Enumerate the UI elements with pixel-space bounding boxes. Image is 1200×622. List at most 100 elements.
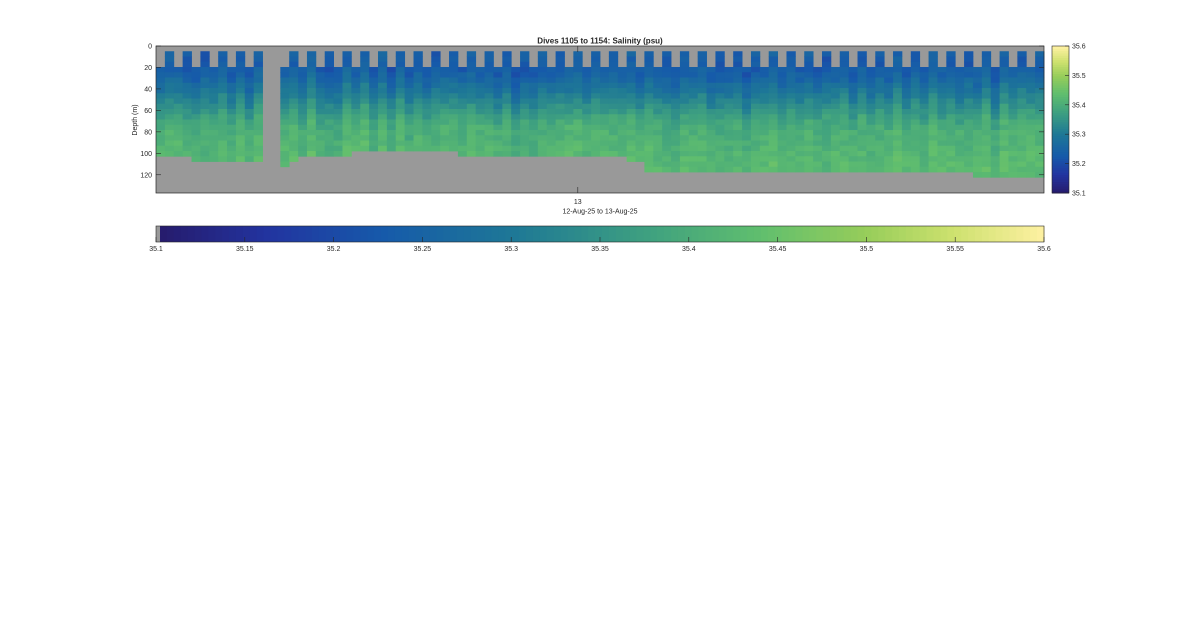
heatmap-cell — [910, 119, 921, 126]
heatmap-cell — [422, 109, 432, 115]
heatmap-cell — [484, 77, 494, 84]
heatmap-cell — [972, 77, 983, 84]
heatmap-cell — [999, 119, 1009, 126]
heatmap-cell — [635, 77, 645, 84]
heatmap-cell — [644, 61, 654, 68]
heatmap-cell — [555, 140, 565, 147]
heatmap-cell — [422, 93, 432, 99]
heatmap-cell — [156, 130, 166, 136]
heatmap-cell — [306, 114, 317, 120]
heatmap-cell — [395, 67, 406, 73]
heatmap-cell — [369, 98, 379, 105]
heatmap-cell — [182, 135, 192, 141]
heatmap-cell — [830, 135, 841, 141]
heatmap-cell — [528, 72, 539, 78]
heatmap-cell — [582, 67, 592, 73]
heatmap-cell — [440, 77, 450, 84]
heatmap-cell — [706, 72, 716, 78]
heatmap-cell — [662, 119, 672, 126]
heatmap-cell — [981, 88, 992, 94]
heatmap-cell — [662, 72, 672, 78]
heatmap-cell — [671, 156, 681, 162]
heatmap-cell — [200, 156, 210, 162]
heatmap-cell — [688, 67, 699, 73]
heatmap-cell — [901, 145, 912, 152]
heatmap-cell — [484, 109, 494, 115]
heatmap-cell — [759, 93, 770, 99]
heatmap-cell — [688, 88, 699, 94]
heatmap-cell — [724, 88, 734, 94]
heatmap-cell — [244, 88, 255, 94]
heatmap-cell — [679, 119, 690, 126]
heatmap-cell — [830, 72, 841, 78]
heatmap-cell — [164, 72, 175, 78]
colorbar-swatch — [1052, 101, 1069, 104]
heatmap-cell — [626, 82, 636, 89]
heatmap-cell — [644, 88, 654, 94]
heatmap-cell — [600, 151, 610, 157]
heatmap-cell — [644, 145, 654, 152]
heatmap-cell — [324, 140, 334, 147]
heatmap-cell — [742, 109, 752, 115]
heatmap-cell — [1026, 166, 1036, 173]
heatmap-cell — [706, 98, 716, 105]
heatmap-cell — [715, 145, 725, 152]
colorbar-swatch — [401, 226, 410, 242]
heatmap-cell — [298, 109, 308, 115]
heatmap-cell — [635, 114, 645, 120]
heatmap-cell — [706, 166, 716, 173]
heatmap-cell — [404, 114, 414, 120]
heatmap-cell — [582, 140, 592, 147]
heatmap-cell — [946, 135, 956, 141]
heatmap-cell — [573, 82, 583, 89]
heatmap-cell — [804, 98, 814, 105]
colorbar-swatch — [519, 226, 527, 242]
heatmap-cell — [777, 166, 787, 173]
heatmap-cell — [564, 140, 574, 147]
heatmap-cell — [697, 114, 707, 120]
colorbar-tick-label: 35.45 — [769, 246, 787, 253]
heatmap-cell — [493, 130, 503, 136]
heatmap-cell — [875, 98, 885, 105]
heatmap-cell — [1008, 161, 1018, 168]
heatmap-cell — [173, 109, 184, 115]
heatmap-cell — [431, 67, 441, 73]
heatmap-cell — [502, 135, 512, 141]
heatmap-cell — [901, 119, 912, 126]
heatmap-cell — [1026, 72, 1036, 78]
heatmap-cell — [600, 119, 610, 126]
heatmap-cell — [839, 161, 850, 168]
colorbar-swatch — [450, 226, 458, 242]
heatmap-cell — [520, 88, 530, 94]
heatmap-cell — [830, 67, 841, 73]
heatmap-cell — [733, 72, 743, 78]
heatmap-cell — [848, 140, 858, 147]
heatmap-cell — [280, 98, 290, 105]
heatmap-cell — [795, 103, 805, 110]
heatmap-cell — [404, 130, 414, 136]
colorbar-swatch — [974, 226, 983, 242]
heatmap-cell — [830, 151, 841, 157]
heatmap-cell — [502, 119, 512, 126]
heatmap-cell — [857, 88, 867, 94]
heatmap-cell — [697, 124, 707, 131]
heatmap-cell — [315, 140, 326, 147]
heatmap-cell — [333, 77, 343, 84]
heatmap-cell — [555, 109, 565, 115]
heatmap-cell — [502, 98, 512, 105]
heatmap-cell — [759, 119, 770, 126]
heatmap-cell — [1017, 77, 1027, 84]
heatmap-cell — [848, 156, 858, 162]
colorbar-swatch — [1052, 82, 1069, 86]
heatmap-cell — [617, 140, 628, 147]
heatmap-cell — [839, 103, 850, 110]
heatmap-cell — [875, 140, 885, 147]
heatmap-cell — [644, 119, 654, 126]
heatmap-cell — [537, 56, 548, 63]
heatmap-cell — [173, 98, 184, 105]
heatmap-cell — [1035, 135, 1045, 141]
heatmap-cell — [191, 145, 201, 152]
heatmap-cell — [315, 151, 326, 157]
heatmap-cell — [537, 140, 548, 147]
heatmap-cell — [235, 151, 246, 157]
